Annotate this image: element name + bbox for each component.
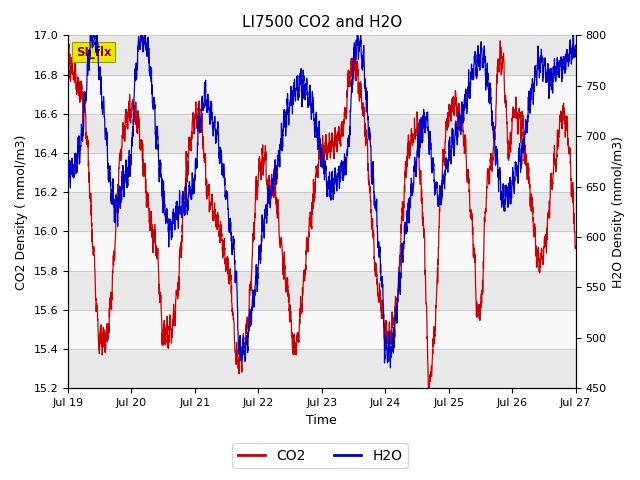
Bar xyxy=(68,114,575,153)
Y-axis label: H2O Density (mmol/m3): H2O Density (mmol/m3) xyxy=(612,136,625,288)
Legend: CO2, H2O: CO2, H2O xyxy=(232,443,408,468)
Y-axis label: CO2 Density ( mmol/m3): CO2 Density ( mmol/m3) xyxy=(15,134,28,289)
Bar xyxy=(68,310,575,349)
Bar xyxy=(68,349,575,388)
X-axis label: Time: Time xyxy=(307,414,337,427)
Text: SI_flx: SI_flx xyxy=(76,46,111,59)
Bar xyxy=(68,36,575,74)
Bar xyxy=(68,153,575,192)
Bar xyxy=(68,231,575,271)
Title: LI7500 CO2 and H2O: LI7500 CO2 and H2O xyxy=(242,15,402,30)
Bar xyxy=(68,74,575,114)
Bar xyxy=(68,271,575,310)
Bar xyxy=(68,192,575,231)
